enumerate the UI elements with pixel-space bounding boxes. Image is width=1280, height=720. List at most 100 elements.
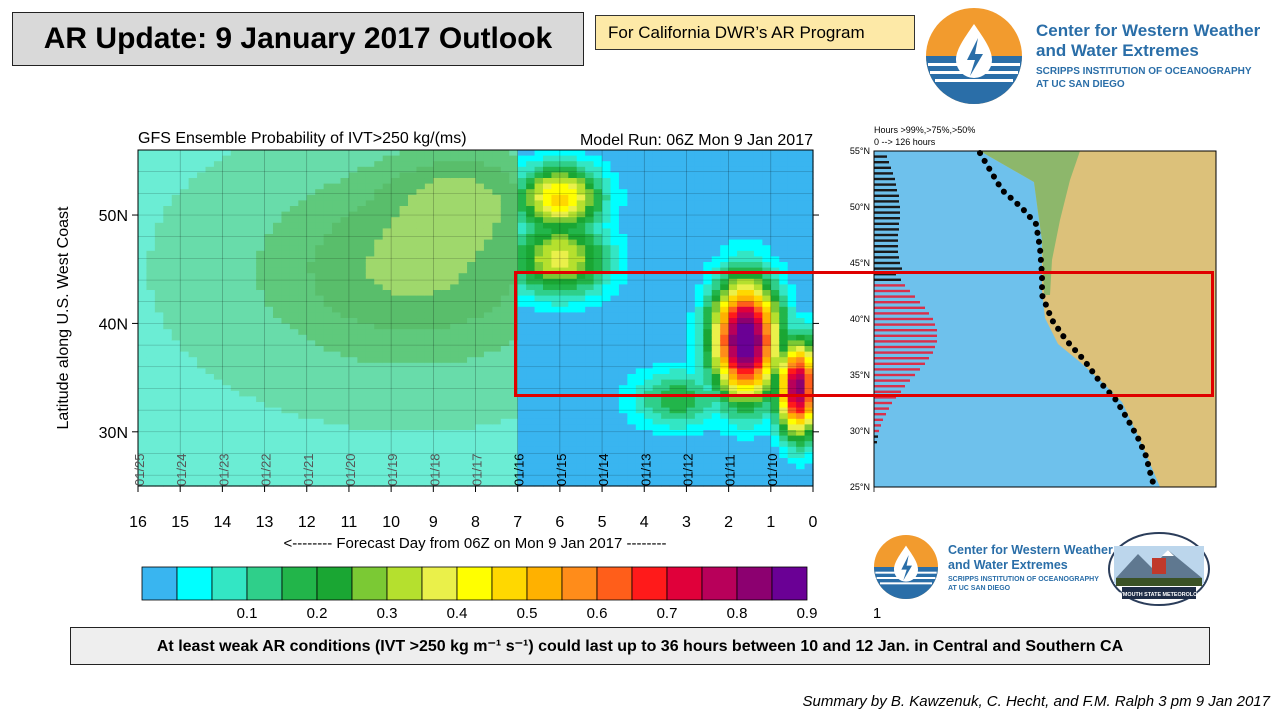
hours-bar bbox=[874, 323, 935, 326]
cw3e-inst-1: SCRIPPS INSTITUTION OF OCEANOGRAPHY bbox=[1036, 66, 1252, 77]
map-title: Hours >99%,>75%,>50% bbox=[874, 125, 975, 135]
hours-bar bbox=[874, 435, 878, 438]
credit-text: Summary by B. Kawzenuk, C. Hecht, and F.… bbox=[802, 693, 1270, 710]
hours-bar bbox=[874, 211, 900, 214]
colorbar bbox=[141, 566, 808, 601]
date-label: 01/17 bbox=[470, 453, 485, 486]
colorbar-label: 0.6 bbox=[586, 605, 608, 622]
colorbar-swatch bbox=[491, 566, 528, 601]
hours-bar bbox=[874, 233, 898, 237]
date-label: 01/16 bbox=[512, 453, 527, 486]
hours-bar bbox=[874, 289, 910, 293]
hours-bar bbox=[874, 357, 929, 360]
hours-bar bbox=[874, 256, 899, 259]
hours-bar bbox=[874, 200, 899, 203]
hours-bar bbox=[874, 396, 896, 399]
y-tick-label: 30N bbox=[99, 425, 128, 442]
colorbar-label: 0.4 bbox=[446, 605, 468, 622]
date-label: 01/20 bbox=[343, 453, 358, 486]
map-y-tick-label: 45°N bbox=[850, 258, 870, 268]
hours-bar bbox=[874, 261, 900, 265]
colorbar-swatch bbox=[771, 566, 808, 601]
y-tick-label: 50N bbox=[99, 208, 128, 225]
x-tick-label: 7 bbox=[513, 514, 522, 531]
colorbar-swatch bbox=[631, 566, 668, 601]
hours-bar bbox=[874, 189, 897, 192]
west-coast-map: Hours >99%,>75%,>50% 0 --> 126 hours 55°… bbox=[850, 125, 1217, 492]
hours-bar bbox=[874, 194, 899, 197]
x-tick-label: 6 bbox=[555, 514, 564, 531]
hours-bar bbox=[874, 418, 883, 421]
hours-bar bbox=[874, 222, 899, 225]
x-tick-label: 12 bbox=[298, 514, 316, 531]
x-tick-label: 1 bbox=[766, 514, 775, 531]
cw3e-name-1: Center for Western Weather bbox=[1036, 21, 1261, 40]
x-tick-label: 15 bbox=[171, 514, 189, 531]
colorbar-swatch bbox=[456, 566, 493, 601]
x-tick-label: 11 bbox=[341, 514, 358, 531]
x-tick-label: 0 bbox=[809, 514, 818, 531]
page-title: AR Update: 9 January 2017 Outlook bbox=[12, 12, 584, 66]
hours-bar bbox=[874, 413, 886, 416]
land bbox=[980, 151, 1216, 487]
ivt-probability-chart: GFS Ensemble Probability of IVT>250 kg/(… bbox=[55, 130, 819, 552]
colorbar-swatch bbox=[176, 566, 213, 601]
date-label: 01/11 bbox=[723, 454, 738, 486]
hours-bar bbox=[874, 183, 896, 186]
colorbar-label: 0.2 bbox=[306, 605, 328, 622]
map-y-tick-label: 55°N bbox=[850, 146, 870, 156]
highlight-box bbox=[514, 271, 1214, 397]
hours-bar bbox=[874, 340, 937, 343]
hours-bar bbox=[874, 278, 901, 281]
cw3e-small-inst-2: AT UC SAN DIEGO bbox=[948, 585, 1011, 592]
hours-bar bbox=[874, 312, 929, 315]
map-y-tick-label: 25°N bbox=[850, 482, 870, 492]
date-label: 01/23 bbox=[216, 453, 231, 486]
hours-bar bbox=[874, 407, 889, 410]
date-label: 01/13 bbox=[638, 453, 653, 486]
hours-bar bbox=[874, 373, 915, 377]
x-tick-label: 14 bbox=[213, 514, 231, 531]
colorbar-swatch bbox=[386, 566, 423, 601]
colorbar-swatch bbox=[736, 566, 773, 601]
hours-bar bbox=[874, 385, 905, 388]
colorbar-swatch bbox=[561, 566, 598, 601]
hours-bar bbox=[874, 334, 937, 337]
hours-bar bbox=[874, 351, 933, 354]
hours-bar bbox=[874, 306, 925, 309]
forest bbox=[980, 151, 1080, 295]
chart-title: GFS Ensemble Probability of IVT>250 kg/(… bbox=[138, 130, 467, 147]
hours-bar bbox=[874, 217, 900, 220]
colorbar-swatch bbox=[421, 566, 458, 601]
cw3e-small-name-1: Center for Western Weather bbox=[948, 543, 1113, 557]
hindcast-shading bbox=[138, 150, 518, 486]
colorbar-swatch bbox=[141, 566, 178, 601]
date-label: 01/12 bbox=[680, 453, 695, 486]
x-tick-label: 16 bbox=[129, 514, 147, 531]
cw3e-small-name-2: and Water Extremes bbox=[948, 558, 1068, 572]
hours-bar bbox=[874, 245, 898, 248]
colorbar-swatch bbox=[246, 566, 283, 601]
date-label: 01/22 bbox=[259, 453, 274, 486]
x-tick-label: 8 bbox=[471, 514, 480, 531]
colorbar-label: 0.1 bbox=[236, 605, 258, 622]
hours-bar bbox=[874, 295, 915, 298]
hours-bar bbox=[874, 155, 887, 158]
x-tick-label: 13 bbox=[256, 514, 274, 531]
colorbar-label: 0.5 bbox=[516, 605, 538, 622]
cw3e-small-inst-1: SCRIPPS INSTITUTION OF OCEANOGRAPHY bbox=[948, 576, 1099, 583]
date-label: 01/14 bbox=[596, 453, 611, 486]
chart-subtitle: Model Run: 06Z Mon 9 Jan 2017 bbox=[580, 132, 813, 149]
date-label: 01/21 bbox=[301, 453, 316, 486]
hours-bar bbox=[874, 362, 925, 365]
hours-bar bbox=[874, 301, 920, 304]
map-y-tick-label: 30°N bbox=[850, 426, 870, 436]
x-tick-label: 9 bbox=[429, 514, 438, 531]
colorbar-swatch bbox=[526, 566, 563, 601]
colorbar-label: 0.3 bbox=[376, 605, 398, 622]
colorbar-label: 0.7 bbox=[656, 605, 678, 622]
hours-bar bbox=[874, 172, 893, 175]
cw3e-logo-icon bbox=[926, 8, 1022, 104]
cw3e-inst-2: AT UC SAN DIEGO bbox=[1036, 79, 1125, 90]
map-subtitle: 0 --> 126 hours bbox=[874, 137, 936, 147]
